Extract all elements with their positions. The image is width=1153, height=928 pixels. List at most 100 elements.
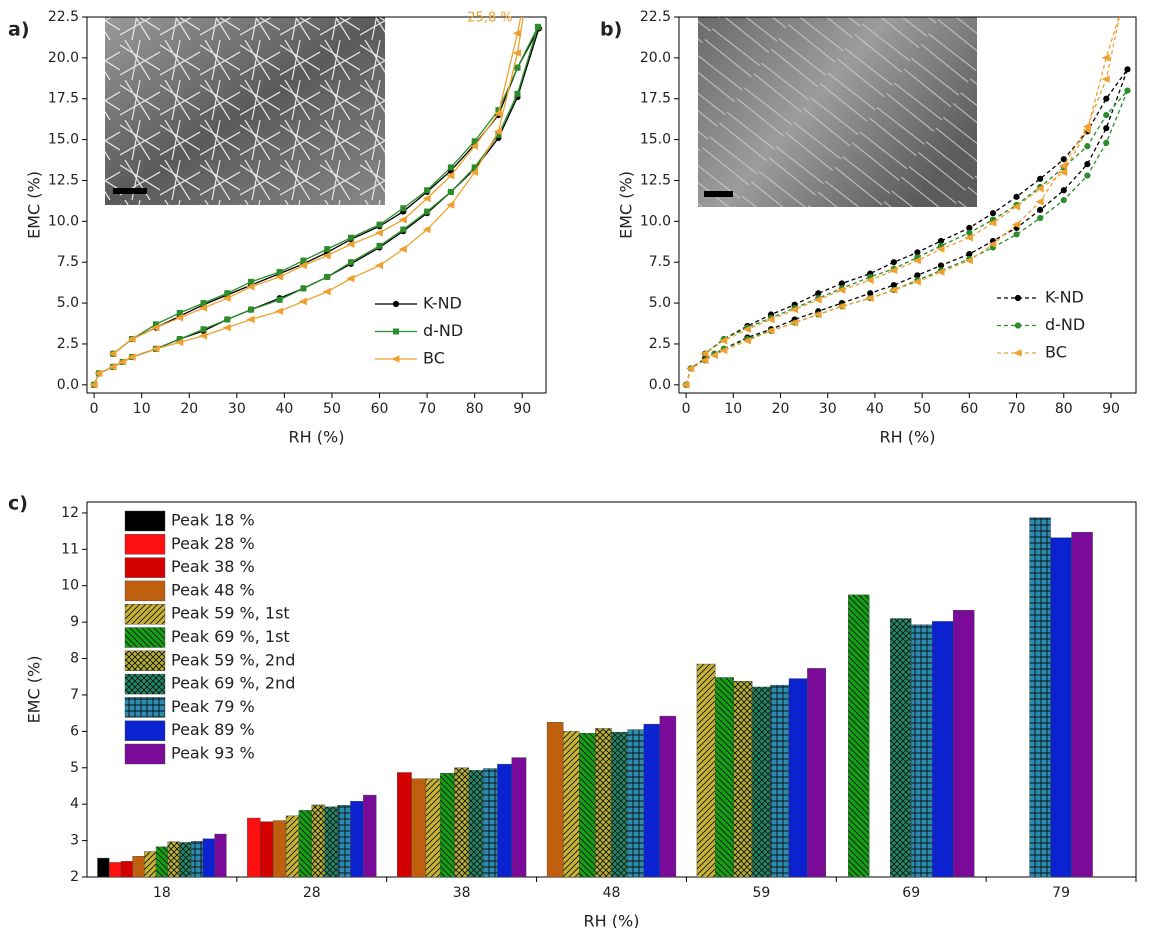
x-tick-label: 28 (303, 885, 321, 901)
y-tick-label: 20.0 (48, 50, 79, 66)
marker (512, 29, 521, 38)
legend-swatch (124, 673, 166, 695)
marker (274, 307, 284, 316)
marker (1011, 220, 1021, 229)
y-tick-label: 3 (70, 833, 79, 849)
marker (446, 201, 455, 209)
x-tick-label: 48 (603, 885, 621, 901)
marker (1124, 66, 1131, 73)
bar (733, 680, 753, 878)
bar (468, 770, 484, 878)
x-tick-label: 30 (819, 401, 837, 417)
legend-label: Peak 89 % (171, 720, 255, 739)
marker (865, 294, 874, 302)
bar (97, 857, 110, 878)
x-tick-label: 69 (902, 885, 920, 901)
bar (751, 686, 771, 878)
y-tick-label: 12.5 (48, 172, 79, 188)
legend-label: K-ND (423, 294, 462, 313)
marker (200, 300, 207, 307)
panel-label: c) (8, 493, 28, 515)
marker (912, 278, 921, 286)
bar (363, 794, 377, 878)
marker (493, 109, 502, 118)
marker (198, 332, 208, 340)
x-tick-label: 20 (180, 401, 198, 417)
marker (1014, 322, 1022, 329)
legend-label: Peak 18 % (171, 511, 255, 530)
bar (848, 594, 870, 878)
marker (398, 215, 407, 224)
y-tick-label: 2.5 (57, 336, 79, 352)
bar (511, 757, 527, 878)
marker (422, 194, 431, 203)
y-tick-label: 12.5 (640, 172, 671, 188)
marker (889, 266, 898, 275)
marker (514, 64, 521, 71)
marker (127, 335, 136, 343)
marker (198, 304, 208, 312)
marker (742, 336, 751, 345)
marker (422, 225, 431, 234)
x-tick-label: 50 (323, 401, 341, 417)
y-tick-label: 11 (61, 541, 79, 557)
y-tick-label: 5.0 (57, 295, 79, 311)
marker (1014, 294, 1022, 302)
marker (1037, 206, 1044, 214)
marker (1103, 125, 1110, 132)
marker (108, 363, 117, 371)
bar (1050, 537, 1072, 878)
marker (742, 325, 751, 334)
x-tick-label: 70 (1008, 401, 1026, 417)
bar (311, 804, 325, 878)
y-tick-label: 6 (70, 723, 79, 739)
bar (397, 772, 412, 878)
bar (611, 731, 628, 878)
bar (247, 817, 261, 878)
x-axis-label: RH (%) (584, 912, 640, 928)
marker (471, 138, 478, 145)
legend-swatch (124, 534, 166, 555)
marker (447, 164, 454, 171)
marker (1060, 156, 1067, 163)
x-tick-label: 20 (772, 401, 790, 417)
y-tick-label: 7.5 (57, 254, 79, 270)
bar (454, 767, 470, 878)
marker (200, 326, 207, 333)
marker (889, 286, 898, 294)
bar (272, 820, 287, 878)
marker (222, 323, 231, 332)
marker (1035, 197, 1044, 206)
marker (222, 294, 231, 302)
marker (248, 306, 255, 313)
x-tick-label: 0 (90, 401, 99, 417)
bar (497, 763, 512, 878)
marker (391, 355, 400, 363)
marker (224, 316, 231, 323)
marker (246, 282, 255, 291)
marker (766, 327, 775, 335)
marker (1082, 126, 1091, 134)
y-tick-label: 15.0 (48, 132, 79, 148)
y-tick-label: 0.0 (57, 377, 79, 393)
legend-label: Peak 59 %, 2nd (171, 650, 295, 669)
legend-label: BC (1045, 343, 1067, 362)
legend-label: BC (423, 349, 445, 368)
x-tick-label: 90 (1102, 401, 1120, 417)
series-group (681, 17, 1131, 389)
legend-swatch (124, 557, 166, 578)
marker (274, 273, 284, 281)
legend-label: Peak 69 %, 2nd (171, 674, 295, 693)
legend-swatch (124, 743, 166, 765)
marker (1103, 111, 1110, 119)
marker (151, 345, 160, 353)
x-tick-label: 59 (752, 885, 770, 901)
marker (276, 296, 283, 303)
marker (681, 381, 690, 389)
legend-label: d-ND (1045, 315, 1085, 334)
legend-label: Peak 93 % (171, 744, 255, 763)
bar (425, 778, 441, 878)
marker (346, 240, 355, 249)
bar (260, 821, 274, 878)
marker (1013, 231, 1020, 238)
